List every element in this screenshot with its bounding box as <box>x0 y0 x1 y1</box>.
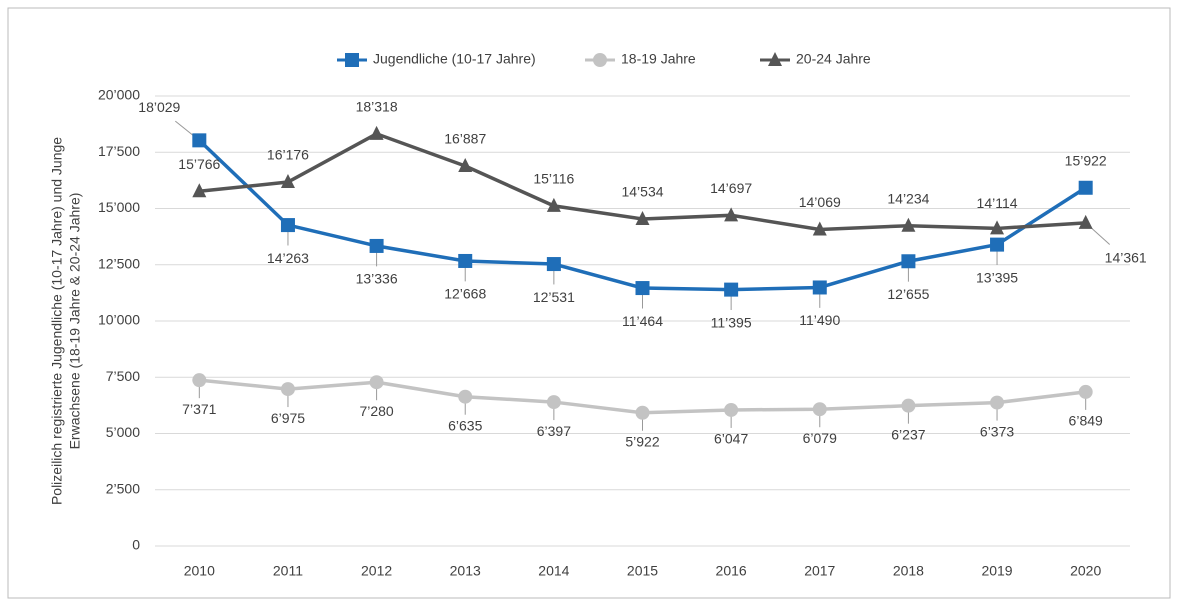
marker <box>724 402 739 417</box>
x-tick-label: 2014 <box>538 563 569 579</box>
data-label: 11’464 <box>622 313 663 329</box>
legend-marker <box>768 52 782 66</box>
data-label: 6’975 <box>271 410 305 426</box>
legend-label: 20-24 Jahre <box>796 51 871 67</box>
marker <box>369 125 384 140</box>
y-tick-label: 20’000 <box>98 87 140 103</box>
marker <box>724 282 739 297</box>
marker <box>369 238 384 253</box>
data-label: 12’531 <box>533 289 575 305</box>
marker <box>546 257 561 272</box>
data-label: 6’849 <box>1069 413 1103 429</box>
data-label: 14’534 <box>621 184 663 200</box>
data-label: 16’887 <box>444 131 486 147</box>
marker <box>990 395 1005 410</box>
marker <box>990 220 1005 235</box>
data-label: 16’176 <box>267 147 309 163</box>
data-label: 14’263 <box>267 250 309 266</box>
marker <box>458 158 473 173</box>
data-label: 14’697 <box>710 180 752 196</box>
data-label: 6’635 <box>448 417 482 433</box>
data-label: 6’079 <box>803 430 837 446</box>
y-axis-label: Polizeilich registrierte Jugendliche (10… <box>49 137 65 505</box>
marker <box>280 174 295 189</box>
marker <box>458 389 473 404</box>
data-label: 12’655 <box>887 286 929 302</box>
data-label: 14’114 <box>977 195 1018 211</box>
data-label: 14’361 <box>1105 250 1147 266</box>
y-tick-label: 15’000 <box>98 199 140 215</box>
marker <box>1078 384 1093 399</box>
x-tick-label: 2018 <box>893 563 924 579</box>
marker <box>369 375 384 390</box>
x-tick-label: 2012 <box>361 563 392 579</box>
x-tick-label: 2013 <box>450 563 481 579</box>
data-label: 5’922 <box>625 433 659 449</box>
data-label: 15’116 <box>533 171 574 187</box>
marker <box>901 398 916 413</box>
legend-label: Jugendliche (10-17 Jahre) <box>373 51 536 67</box>
data-label: 14’069 <box>799 194 841 210</box>
y-tick-label: 10’000 <box>98 312 140 328</box>
data-label: 13’336 <box>356 271 398 287</box>
marker <box>812 221 827 236</box>
marker <box>812 280 827 295</box>
data-label: 11’490 <box>799 312 840 328</box>
y-tick-label: 12’500 <box>98 255 140 271</box>
marker <box>901 217 916 232</box>
marker <box>901 254 916 269</box>
marker <box>546 395 561 410</box>
marker <box>192 133 207 148</box>
marker <box>192 373 207 388</box>
data-label: 11’395 <box>711 314 752 330</box>
marker <box>724 207 739 222</box>
marker <box>458 253 473 268</box>
data-label: 18’029 <box>138 99 180 115</box>
legend-marker <box>593 53 607 67</box>
marker <box>280 218 295 233</box>
x-tick-label: 2015 <box>627 563 658 579</box>
data-label: 15’766 <box>178 156 220 172</box>
data-label: 6’373 <box>980 423 1014 439</box>
y-tick-label: 17’500 <box>98 143 140 159</box>
x-tick-label: 2020 <box>1070 563 1101 579</box>
legend-label: 18-19 Jahre <box>621 51 696 67</box>
data-label: 14’234 <box>887 190 929 206</box>
y-tick-label: 2’500 <box>106 480 140 496</box>
marker <box>635 210 650 225</box>
marker <box>990 237 1005 252</box>
marker <box>812 402 827 417</box>
marker <box>635 405 650 420</box>
x-tick-label: 2017 <box>804 563 835 579</box>
data-label: 6’047 <box>714 431 748 447</box>
data-label: 12’668 <box>444 286 486 302</box>
x-tick-label: 2011 <box>273 563 303 579</box>
marker <box>280 382 295 397</box>
x-tick-label: 2019 <box>981 563 1012 579</box>
frame <box>7 7 1171 599</box>
marker <box>635 281 650 296</box>
y-axis-label: Erwachsene (18-19 Jahre & 20-24 Jahre) <box>67 193 83 450</box>
legend-marker <box>345 53 359 67</box>
marker <box>1078 180 1093 195</box>
data-label: 13’395 <box>976 269 1018 285</box>
marker <box>192 183 207 198</box>
x-tick-label: 2016 <box>716 563 747 579</box>
data-label: 6’237 <box>891 426 925 442</box>
data-label: 7’371 <box>182 401 216 417</box>
data-label: 6’397 <box>537 423 571 439</box>
y-tick-label: 7’500 <box>106 368 140 384</box>
data-label: 15’922 <box>1065 152 1107 168</box>
marker <box>1078 214 1093 229</box>
marker <box>546 197 561 212</box>
x-tick-label: 2010 <box>184 563 215 579</box>
y-tick-label: 5’000 <box>106 424 140 440</box>
data-label: 7’280 <box>359 403 393 419</box>
y-tick-label: 0 <box>132 537 140 553</box>
data-label: 18’318 <box>356 99 398 115</box>
